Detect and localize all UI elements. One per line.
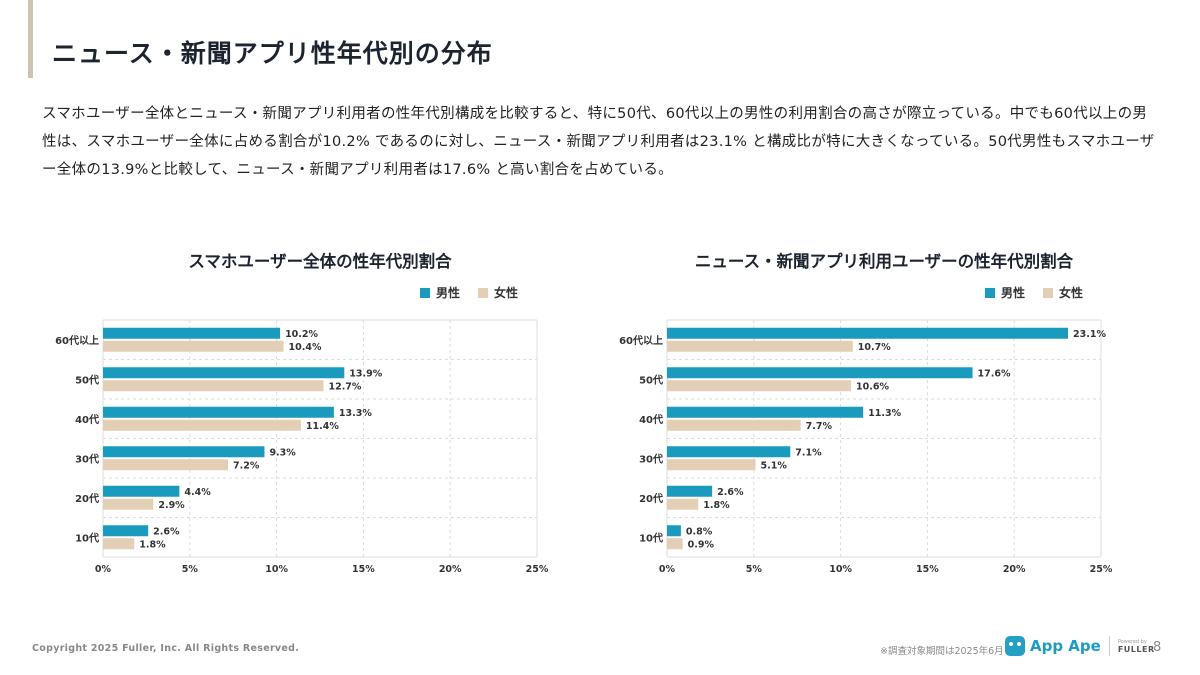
bar-male: [103, 485, 180, 497]
y-tick-label: 60代以上: [55, 334, 99, 347]
y-tick-label: 30代: [75, 452, 99, 465]
fuller-brand: FULLER: [1117, 645, 1155, 654]
page-description: スマホユーザー全体とニュース・新聞アプリ利用者の性年代別構成を比較すると、特に5…: [42, 106, 1155, 178]
legend-female-swatch: [1043, 287, 1054, 298]
x-tick-label: 20%: [439, 564, 462, 575]
bar-female: [103, 498, 154, 510]
x-tick-label: 0%: [95, 564, 112, 575]
app-ape-icon: [1005, 636, 1025, 656]
x-tick-label: 5%: [182, 564, 199, 575]
data-label: 13.3%: [339, 408, 372, 419]
logo-divider: [1108, 636, 1110, 656]
app-ape-logo: App Ape Powered by FULLER: [1005, 636, 1155, 656]
legend-female-label: 女性: [1059, 286, 1084, 300]
legend-male-swatch: [985, 287, 995, 298]
page-number: 8: [1153, 640, 1162, 655]
data-label: 12.7%: [328, 381, 361, 392]
copyright-text: Copyright 2025 Fuller, Inc. All Rights R…: [32, 643, 300, 654]
data-label: 4.4%: [184, 487, 211, 498]
data-label: 7.2%: [233, 460, 260, 471]
y-tick-label: 40代: [75, 413, 99, 426]
chart-right-legend: 男性 女性: [985, 284, 1083, 301]
title-accent-bar: [28, 0, 33, 78]
bar-male: [103, 367, 345, 379]
legend-male-label: 男性: [1001, 286, 1026, 300]
bar-female: [103, 459, 228, 471]
data-label: 10.2%: [285, 329, 318, 340]
x-tick-label: 25%: [526, 564, 549, 575]
page-title: ニュース・新聞アプリ性年代別の分布: [52, 39, 493, 68]
powered-by-text: Powered by: [1117, 639, 1147, 645]
bar-female: [103, 380, 324, 392]
data-label: 13.9%: [349, 368, 382, 379]
x-tick-label: 10%: [265, 564, 288, 575]
legend-female-swatch: [478, 287, 489, 298]
x-tick-label: 15%: [352, 564, 375, 575]
data-label: 1.8%: [139, 539, 166, 550]
data-label: 10.4%: [289, 342, 322, 353]
bar-female: [103, 419, 301, 431]
bar-male: [103, 406, 334, 418]
chart-left-legend: 男性 女性: [420, 284, 518, 301]
y-tick-label: 10代: [75, 531, 99, 544]
bar-male: [103, 525, 149, 537]
data-label: 2.6%: [153, 526, 180, 537]
logo-text: App Ape: [1030, 637, 1101, 655]
legend-male-label: 男性: [436, 286, 461, 300]
survey-period-note: ※調査対象期間は2025年6月: [880, 646, 1004, 657]
data-label: 11.4%: [306, 421, 339, 432]
bar-male: [103, 446, 265, 458]
data-label: 9.3%: [269, 447, 296, 458]
y-tick-label: 50代: [75, 373, 99, 386]
chart-right-title: ニュース・新聞アプリ利用ユーザーの性年代別割合: [694, 252, 1074, 271]
legend-female-label: 女性: [494, 286, 519, 300]
y-tick-label: 20代: [75, 492, 99, 505]
bar-female: [103, 340, 284, 352]
bar-female: [103, 538, 135, 550]
chart-left-title: スマホユーザー全体の性年代別割合: [188, 252, 452, 271]
data-label: 2.9%: [158, 500, 185, 511]
legend-male-swatch: [420, 287, 430, 298]
bar-male: [103, 327, 281, 339]
